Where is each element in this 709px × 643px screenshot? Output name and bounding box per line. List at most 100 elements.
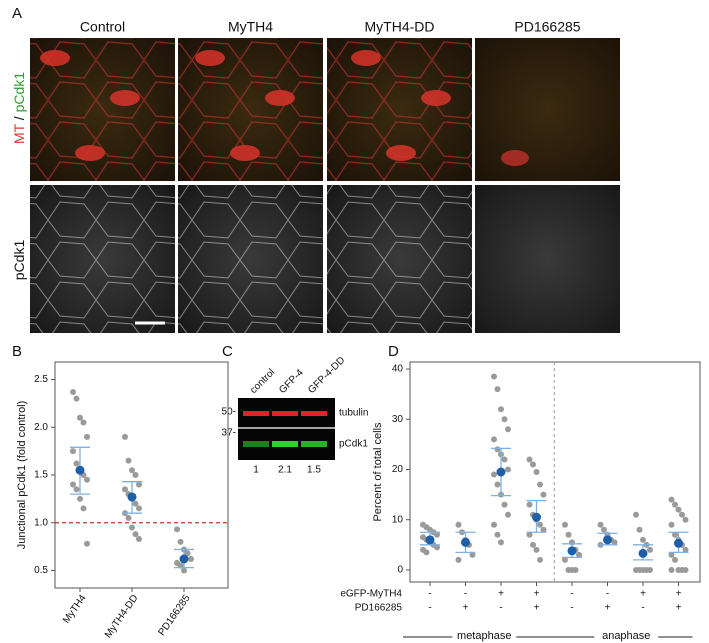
data-point (636, 526, 643, 533)
data-point (576, 551, 582, 558)
band-tubulin (272, 411, 298, 416)
cell-outlines (30, 185, 175, 333)
data-point (73, 395, 80, 402)
data-point (540, 491, 547, 498)
panel-label: D (388, 343, 399, 360)
data-point (136, 535, 142, 542)
band-tubulin (301, 411, 327, 416)
data-point (501, 501, 508, 508)
group-label: metaphase (457, 630, 511, 642)
data-point (491, 436, 497, 443)
y-tick-label: 40 (392, 364, 404, 375)
nucleus (421, 90, 451, 106)
data-point (491, 471, 497, 478)
condition-sign: + (463, 603, 469, 614)
row-label: MT / pCdk1 (11, 72, 27, 144)
condition-sign: - (428, 603, 431, 614)
y-axis-label: Junctional pCdk1 (fold control) (16, 401, 28, 550)
y-tick-label: 1.0 (34, 517, 48, 528)
condition-sign: + (534, 603, 540, 614)
ratio: 2.1 (278, 465, 292, 476)
data-point (177, 538, 184, 545)
data-point (70, 388, 76, 395)
data-point (184, 550, 191, 557)
y-tick-label: 0.5 (34, 565, 48, 576)
cell-outlines (327, 185, 472, 333)
condition-sign: - (606, 589, 609, 600)
data-point (84, 433, 90, 440)
condition-sign: + (534, 589, 540, 600)
condition-sign: - (499, 603, 502, 614)
data-point (668, 551, 675, 558)
band-pcdk1 (301, 441, 327, 447)
mean-point (674, 538, 683, 548)
column-label: MyTH4 (228, 19, 273, 35)
data-point (434, 544, 440, 551)
data-point (136, 505, 142, 512)
condition-sign: + (498, 589, 504, 600)
lane-label: GFP-4-DD (306, 355, 347, 396)
lane-label: GFP-4 (277, 367, 306, 396)
row-label-part: / (11, 112, 27, 124)
data-point (498, 539, 504, 546)
marker: 50- (222, 407, 236, 418)
data-point (672, 556, 678, 563)
band-pcdk1 (272, 441, 298, 447)
y-tick-label: 30 (392, 414, 404, 425)
data-point (682, 566, 689, 573)
y-tick-label: 2.5 (34, 374, 48, 385)
data-point (682, 516, 689, 523)
data-point (455, 521, 462, 528)
data-point (530, 541, 536, 548)
data-point (491, 373, 497, 380)
mean-point (127, 492, 137, 502)
data-point (633, 511, 639, 518)
condition-label: PD166285 (355, 603, 403, 614)
data-point (423, 549, 430, 556)
data-point (188, 556, 194, 562)
data-point (136, 481, 142, 488)
condition-sign: - (570, 603, 573, 614)
data-point (640, 536, 646, 543)
data-point (672, 501, 678, 508)
data-point (647, 546, 653, 553)
data-point (455, 556, 462, 563)
band-label: tubulin (339, 408, 368, 419)
nucleus (195, 50, 225, 66)
nucleus (75, 145, 105, 161)
data-point (77, 414, 83, 421)
data-point (679, 511, 685, 518)
data-point (491, 521, 497, 528)
data-point (80, 419, 87, 426)
band-pcdk1 (243, 441, 269, 447)
data-point (505, 426, 511, 433)
x-tick-label: MyTH4-DD (103, 593, 141, 640)
condition-sign: + (676, 589, 682, 600)
data-point (565, 531, 572, 538)
data-point (77, 495, 83, 502)
condition-sign: - (428, 589, 431, 600)
data-point (601, 526, 607, 533)
y-tick-label: 20 (392, 464, 404, 475)
data-point (122, 486, 128, 493)
data-point (540, 526, 547, 533)
mean-point (603, 535, 612, 545)
panel-label: B (12, 343, 22, 360)
data-point (174, 526, 180, 533)
condition-sign: + (605, 603, 611, 614)
column-label: Control (80, 19, 125, 35)
nucleus (501, 150, 529, 166)
y-tick-label: 1.5 (34, 470, 48, 481)
data-point (132, 531, 139, 538)
data-point (494, 481, 501, 488)
x-tick-label: PD166285 (156, 593, 192, 638)
lane-label: control (248, 367, 277, 396)
data-point (611, 539, 618, 546)
data-point (572, 566, 579, 573)
row-label-part: pCdk1 (11, 72, 27, 113)
data-point (181, 567, 187, 574)
data-point (526, 501, 533, 508)
data-point (129, 467, 135, 474)
y-axis-label: Percent of total cells (372, 422, 384, 522)
data-point (672, 531, 678, 538)
